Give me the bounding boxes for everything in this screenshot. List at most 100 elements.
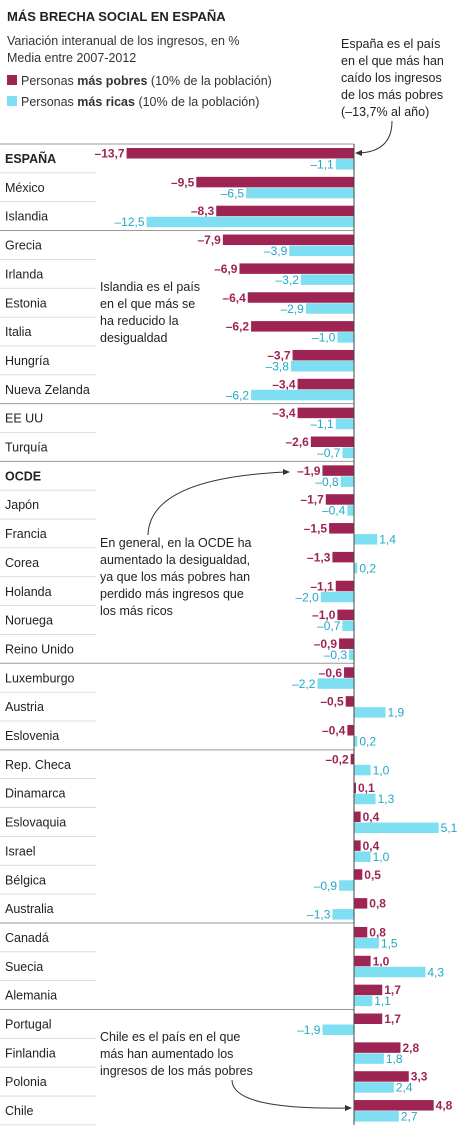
annotation-chile-arrow bbox=[231, 1079, 349, 1109]
annotation-spain-arrowhead bbox=[355, 150, 362, 156]
value-label-rich-espana: –1,1 bbox=[310, 158, 334, 172]
value-label-poor-noruega: –1,0 bbox=[312, 608, 336, 622]
category-label-austria: Austria bbox=[5, 700, 44, 714]
category-label-portugal: Portugal bbox=[5, 1018, 52, 1032]
annotation-oecd-line-3: ya que los más pobres han bbox=[100, 570, 250, 584]
value-label-poor-islandia: –8,3 bbox=[191, 204, 215, 218]
category-label-reino-unido: Reino Unido bbox=[5, 642, 74, 656]
value-label-rich-japon: –0,4 bbox=[322, 504, 346, 518]
value-label-poor-irlanda: –6,9 bbox=[214, 262, 238, 276]
value-label-rich-francia: 1,4 bbox=[379, 533, 396, 547]
annotation-iceland-line-2: en el que más se bbox=[100, 297, 195, 311]
value-label-rich-grecia: –3,9 bbox=[264, 244, 288, 258]
value-label-rich-noruega: –0,7 bbox=[317, 619, 341, 633]
category-label-turquia: Turquía bbox=[5, 441, 48, 455]
value-label-poor-eslovenia: –0,4 bbox=[322, 724, 346, 738]
value-label-poor-ocde: –1,9 bbox=[297, 464, 321, 478]
bar-poor-islandia bbox=[216, 205, 354, 217]
value-label-rich-corea: 0,2 bbox=[359, 561, 376, 575]
legend-label-poor: Personas más pobres (10% de la población… bbox=[21, 74, 272, 88]
annotation-oecd-line-1: En general, en la OCDE ha bbox=[100, 536, 252, 550]
category-label-rep-checa: Rep. Checa bbox=[5, 758, 71, 772]
bar-poor-israel bbox=[354, 840, 361, 851]
bar-poor-suecia bbox=[354, 955, 371, 967]
value-label-poor-israel: 0,4 bbox=[363, 839, 380, 853]
legend-rich-suffix: (10% de la población) bbox=[135, 95, 259, 109]
bar-rich-luxemburgo bbox=[317, 678, 354, 689]
annotation-spain-arrow bbox=[357, 120, 393, 154]
bar-poor-eslovenia bbox=[347, 725, 354, 736]
annotation-spain-line-4: de los más pobres bbox=[341, 88, 443, 102]
category-label-alemania: Alemania bbox=[5, 989, 57, 1003]
value-label-poor-hungria: –3,7 bbox=[267, 348, 291, 362]
value-label-poor-estonia: –6,4 bbox=[222, 291, 246, 305]
category-label-dinamarca: Dinamarca bbox=[5, 787, 65, 801]
bar-poor-luxemburgo bbox=[344, 667, 354, 678]
annotation-spain-line-1: España es el país bbox=[341, 37, 440, 51]
bar-poor-polonia bbox=[354, 1071, 409, 1082]
bar-rich-nueva-zelanda bbox=[251, 389, 354, 401]
value-label-poor-italia: –6,2 bbox=[226, 320, 250, 334]
bar-rich-polonia bbox=[354, 1082, 394, 1093]
value-label-poor-portugal: 1,7 bbox=[384, 1012, 401, 1026]
bar-poor-mexico bbox=[196, 176, 354, 188]
value-label-poor-reino-unido: –0,9 bbox=[314, 637, 338, 651]
bar-rich-japon bbox=[347, 505, 354, 516]
bar-poor-ee-uu bbox=[297, 407, 354, 419]
annotation-oecd-arrow bbox=[147, 471, 287, 536]
category-label-australia: Australia bbox=[5, 902, 54, 916]
value-label-rich-estonia: –2,9 bbox=[281, 302, 305, 316]
value-label-poor-austria: –0,5 bbox=[320, 695, 344, 709]
bar-poor-portugal bbox=[354, 1013, 383, 1024]
value-label-poor-finlandia: 2,8 bbox=[402, 1041, 419, 1055]
annotation-oecd-line-4: perdido más ingresos que bbox=[100, 587, 244, 601]
value-label-rich-holanda: –2,0 bbox=[295, 590, 319, 604]
annotation-chile: Chile es el país en el que más han aumen… bbox=[100, 1030, 352, 1111]
bar-rich-canada bbox=[354, 937, 379, 949]
value-label-poor-mexico: –9,5 bbox=[171, 175, 195, 189]
annotation-chile-line-2: más han aumentado los bbox=[100, 1047, 233, 1061]
bar-rich-corea bbox=[354, 562, 358, 574]
legend-poor-suffix: (10% de la población) bbox=[147, 74, 271, 88]
category-label-belgica: Bélgica bbox=[5, 873, 46, 887]
value-label-poor-dinamarca: 0,1 bbox=[358, 781, 375, 795]
bar-poor-dinamarca bbox=[354, 782, 356, 794]
value-label-rich-canada: 1,5 bbox=[381, 936, 398, 950]
legend-swatch-rich bbox=[7, 96, 17, 106]
bar-rich-holanda bbox=[320, 591, 354, 603]
value-label-poor-alemania: 1,7 bbox=[384, 983, 401, 997]
value-label-poor-belgica: 0,5 bbox=[364, 868, 381, 882]
value-label-rich-suecia: 4,3 bbox=[427, 965, 444, 979]
value-label-rich-belgica: –0,9 bbox=[314, 879, 338, 893]
value-label-rich-dinamarca: 1,3 bbox=[378, 792, 395, 806]
category-label-grecia: Grecia bbox=[5, 239, 42, 253]
value-label-rich-polonia: 2,4 bbox=[396, 1081, 413, 1095]
category-label-ee-uu: EE UU bbox=[5, 412, 43, 426]
bar-poor-canada bbox=[354, 926, 368, 938]
chart-subtitle-line-2: Media entre 2007-2012 bbox=[7, 51, 136, 65]
plot-area: ESPAÑA –13,7 –1,1 México –9,5 –6,5 Islandia –8,… bbox=[0, 143, 458, 1126]
value-label-poor-rep-checa: –0,2 bbox=[325, 752, 349, 766]
value-label-rich-ee-uu: –1,1 bbox=[310, 417, 334, 431]
annotation-oecd: En general, en la OCDE ha aumentado la d… bbox=[100, 469, 290, 618]
category-label-irlanda: Irlanda bbox=[5, 267, 43, 281]
category-label-estonia: Estonia bbox=[5, 296, 47, 310]
bar-poor-holanda bbox=[335, 580, 354, 592]
legend-swatch-poor bbox=[7, 75, 17, 85]
value-label-poor-holanda: –1,1 bbox=[310, 579, 334, 593]
bar-rich-grecia bbox=[289, 245, 354, 257]
value-label-poor-turquia: –2,6 bbox=[285, 435, 309, 449]
bar-rich-alemania bbox=[354, 995, 373, 1007]
bar-poor-eslovaquia bbox=[354, 811, 361, 823]
bar-rich-noruega bbox=[342, 620, 354, 632]
annotation-spain-line-3: caído los ingresos bbox=[341, 71, 442, 85]
annotation-oecd-arrowhead bbox=[283, 469, 290, 475]
bar-poor-belgica bbox=[354, 869, 363, 880]
category-label-mexico: México bbox=[5, 181, 45, 195]
value-label-rich-nueva-zelanda: –6,2 bbox=[226, 388, 250, 402]
bar-poor-hungria bbox=[292, 349, 354, 361]
annotation-chile-arrowhead bbox=[345, 1105, 352, 1111]
bar-poor-grecia bbox=[222, 234, 354, 246]
bar-poor-irlanda bbox=[239, 263, 354, 274]
bar-rich-reino-unido bbox=[349, 649, 354, 660]
